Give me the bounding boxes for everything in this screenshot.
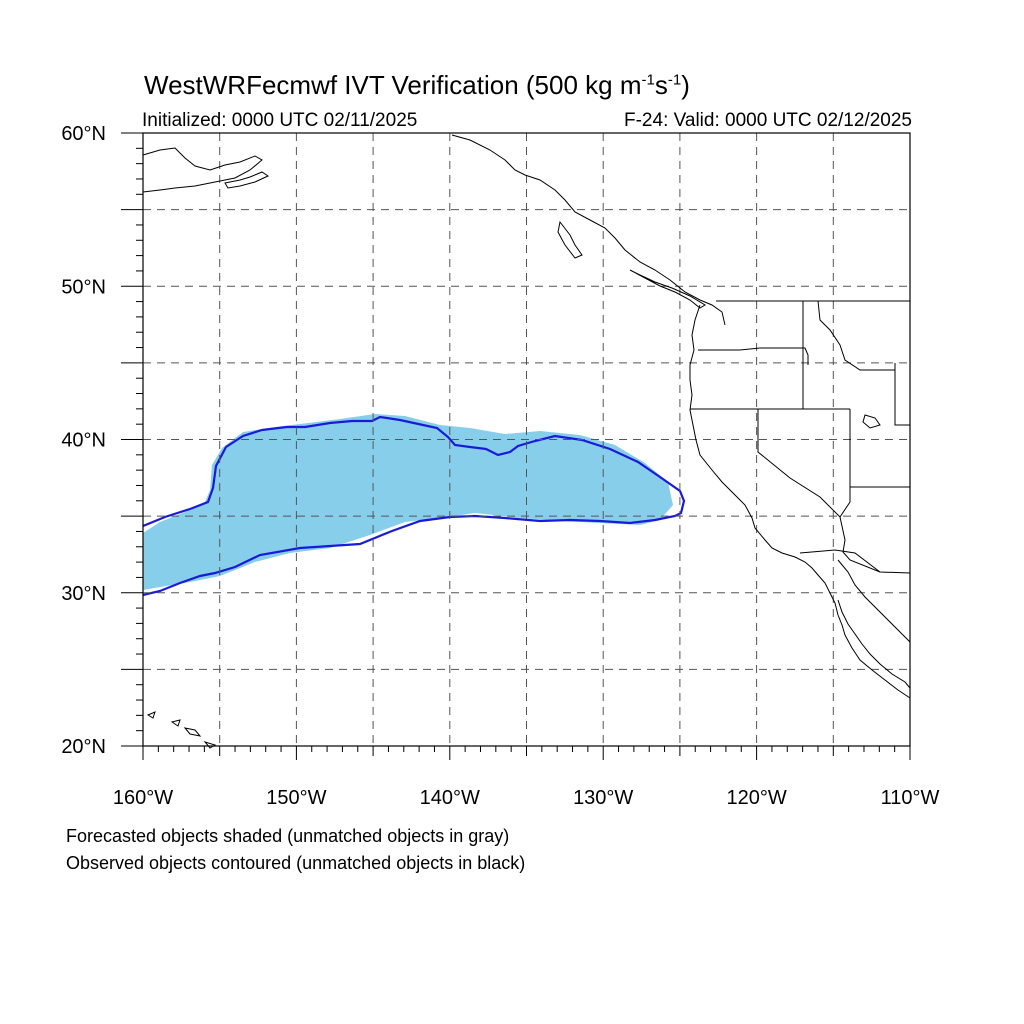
- longitude-labels: 160°W 150°W 140°W 130°W 120°W 110°W: [113, 787, 940, 809]
- lon-label: 110°W: [881, 787, 940, 809]
- us-west-coast: [689, 304, 911, 699]
- lat-label: 40°N: [61, 430, 106, 452]
- map-title: WestWRFecmwf IVT Verification (500 kg m-…: [144, 70, 690, 100]
- lat-lon-grid: [143, 133, 910, 746]
- bc-islands: [557, 220, 706, 309]
- lon-label: 120°W: [726, 787, 786, 809]
- coastlines-and-borders: [142, 134, 911, 749]
- montana-border: [817, 300, 895, 371]
- lat-label: 30°N: [61, 583, 106, 605]
- lon-label: 150°W: [266, 787, 326, 809]
- lon-label: 160°W: [113, 787, 173, 809]
- observed-note: Observed objects contoured (unmatched ob…: [66, 853, 526, 873]
- alaska-coast: [142, 147, 263, 193]
- nevada-border: [757, 409, 851, 518]
- lat-label: 50°N: [61, 276, 106, 298]
- axis-ticks: [121, 132, 911, 760]
- lon-label: 140°W: [420, 787, 480, 809]
- mexico-coast: [837, 599, 911, 689]
- valid-time: F-24: Valid: 0000 UTC 02/12/2025: [624, 110, 912, 131]
- arizona-border: [839, 516, 911, 574]
- forecast-object-shaded: [143, 414, 673, 590]
- hawaii-islands: [146, 711, 217, 749]
- gulf-of-california: [837, 559, 911, 643]
- mexico-border: [799, 549, 881, 573]
- great-salt-lake: [862, 414, 881, 429]
- bc-coast: [451, 134, 726, 326]
- utah-border: [849, 409, 910, 488]
- latitude-labels: 60°N 50°N 40°N 30°N 20°N: [61, 123, 106, 758]
- wyoming-border: [894, 363, 910, 426]
- lon-label: 130°W: [573, 787, 633, 809]
- alaska-islands: [224, 171, 270, 189]
- lat-label: 20°N: [61, 736, 106, 758]
- washington-oregon-border: [698, 347, 809, 365]
- lat-label: 60°N: [61, 123, 106, 145]
- initialized-time: Initialized: 0000 UTC 02/11/2025: [142, 110, 418, 131]
- forecast-note: Forecasted objects shaded (unmatched obj…: [66, 826, 510, 846]
